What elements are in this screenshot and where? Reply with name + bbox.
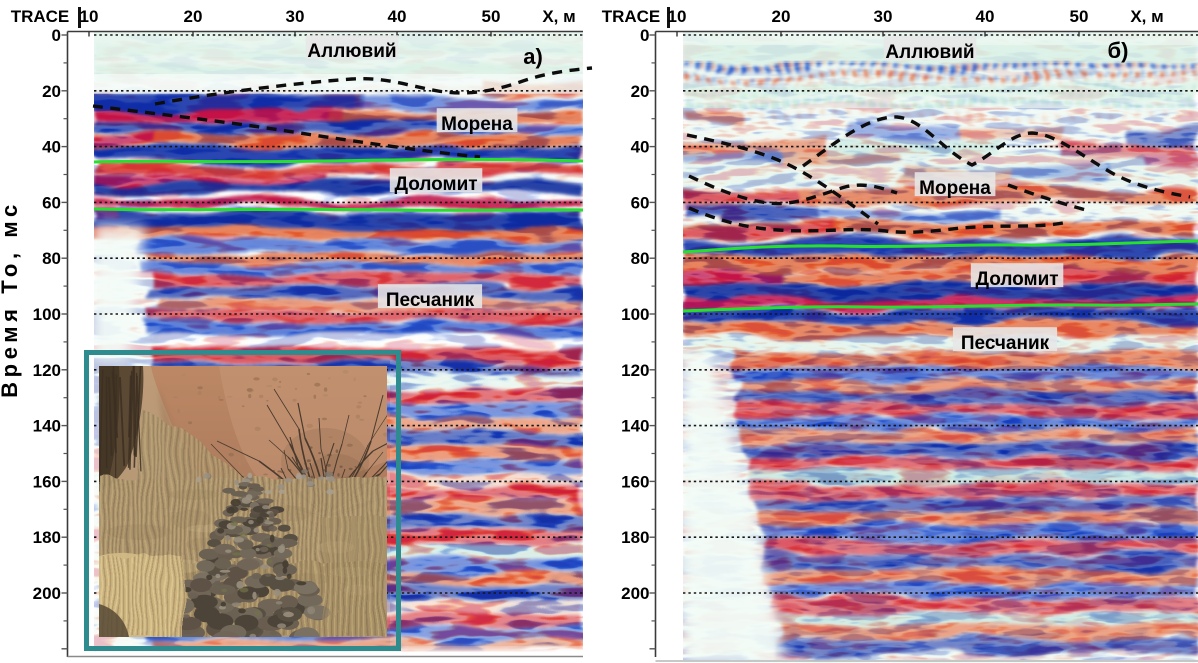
- svg-text:20: 20: [42, 82, 61, 101]
- svg-text:60: 60: [631, 193, 650, 212]
- svg-text:50: 50: [1070, 7, 1089, 26]
- svg-text:140: 140: [33, 417, 61, 436]
- svg-text:0: 0: [640, 26, 649, 45]
- svg-text:180: 180: [33, 528, 61, 547]
- svg-text:а): а): [523, 44, 543, 69]
- svg-text:40: 40: [388, 7, 407, 26]
- svg-text:б): б): [1108, 38, 1129, 63]
- svg-text:50: 50: [482, 7, 501, 26]
- svg-text:20: 20: [631, 82, 650, 101]
- svg-text:X, м: X, м: [1130, 7, 1163, 26]
- svg-text:Доломит: Доломит: [975, 269, 1058, 290]
- svg-text:Морена: Морена: [919, 178, 991, 199]
- svg-text:40: 40: [976, 7, 995, 26]
- svg-text:80: 80: [631, 249, 650, 268]
- svg-text:20: 20: [184, 7, 203, 26]
- svg-text:30: 30: [286, 7, 305, 26]
- svg-text:Морена: Морена: [441, 114, 513, 135]
- svg-text:100: 100: [33, 305, 61, 324]
- svg-text:TRACE: TRACE: [11, 7, 70, 26]
- svg-text:80: 80: [42, 249, 61, 268]
- svg-text:120: 120: [621, 361, 649, 380]
- svg-text:Время То, мс: Время То, мс: [0, 200, 22, 398]
- svg-text:Доломит: Доломит: [394, 174, 477, 195]
- svg-text:Аллювий: Аллювий: [885, 42, 974, 63]
- svg-text:Песчаник: Песчаник: [961, 333, 1050, 354]
- svg-text:30: 30: [874, 7, 893, 26]
- svg-text:180: 180: [621, 528, 649, 547]
- svg-text:200: 200: [621, 584, 649, 603]
- svg-text:40: 40: [631, 138, 650, 157]
- svg-text:40: 40: [42, 138, 61, 157]
- svg-text:160: 160: [33, 472, 61, 491]
- svg-text:200: 200: [33, 584, 61, 603]
- svg-text:X, м: X, м: [542, 7, 575, 26]
- svg-text:Аллювий: Аллювий: [307, 41, 396, 62]
- svg-text:Песчаник: Песчаник: [386, 290, 475, 311]
- svg-text:TRACE: TRACE: [602, 7, 661, 26]
- svg-text:100: 100: [621, 305, 649, 324]
- svg-text:140: 140: [621, 417, 649, 436]
- svg-text:60: 60: [42, 193, 61, 212]
- svg-text:120: 120: [33, 361, 61, 380]
- svg-text:0: 0: [52, 26, 61, 45]
- svg-text:10: 10: [80, 7, 99, 26]
- svg-text:10: 10: [668, 7, 687, 26]
- svg-text:160: 160: [621, 472, 649, 491]
- svg-text:20: 20: [772, 7, 791, 26]
